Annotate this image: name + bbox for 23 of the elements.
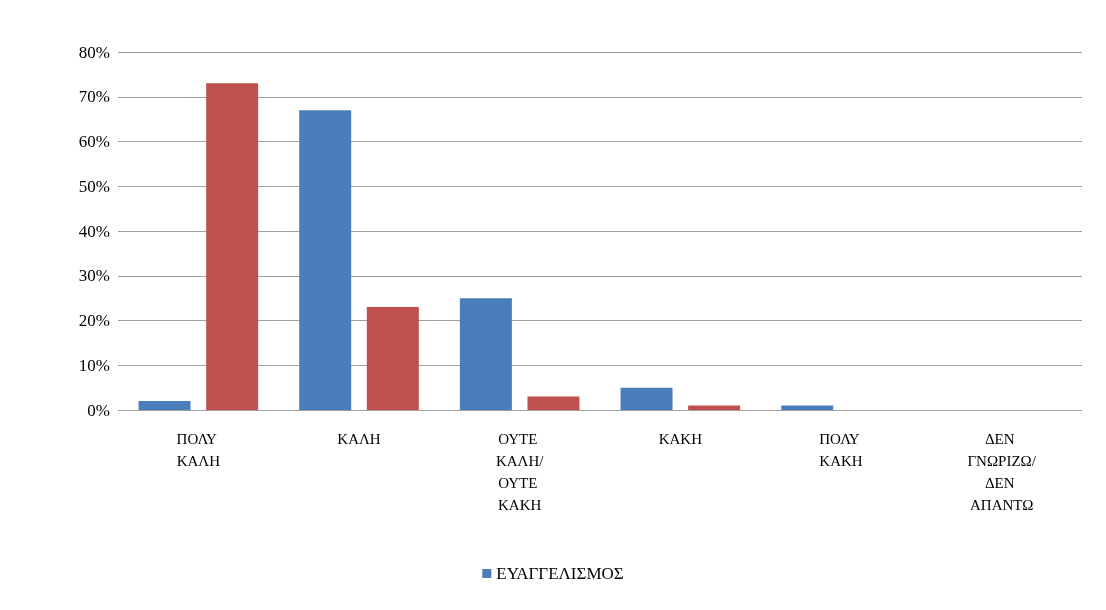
y-tick-label: 30% [78, 266, 110, 286]
x-tick-label: ΚΑΛΗ [337, 431, 381, 447]
x-tick-label: ΚΑΚΗ [658, 431, 703, 447]
bar [206, 83, 259, 410]
y-tick-label: 10% [78, 355, 110, 375]
y-tick-label: 70% [78, 87, 110, 107]
y-tick-label: 40% [78, 221, 110, 241]
bar [620, 387, 673, 410]
x-tick-label: ΠΟΛΥ ΚΑΛΗ [176, 431, 221, 469]
bar [299, 110, 352, 410]
y-tick-label: 50% [78, 176, 110, 196]
x-tick-label: ΠΟΛΥ ΚΑΚΗ [819, 431, 863, 469]
y-tick-label: 0% [87, 400, 110, 420]
y-tick-label: 20% [78, 311, 110, 330]
legend-label: ΕΥΑΓΓΕΛΙΣΜΟΣ [496, 564, 624, 583]
bar [459, 298, 512, 410]
x-tick-label: ΟΥΤΕ ΚΑΛΗ/ΟΥΤΕ ΚΑΚΗ [495, 431, 545, 513]
y-tick-label: 60% [78, 132, 110, 151]
x-tick-label: ΔΕΝ ΓΝΩΡΙΖΩ/ΔΕΝ ΑΠΑΝΤΩ [967, 431, 1037, 513]
bar [138, 401, 191, 410]
bar [366, 307, 419, 410]
bar [527, 396, 580, 410]
y-tick-label: 80% [78, 42, 110, 62]
